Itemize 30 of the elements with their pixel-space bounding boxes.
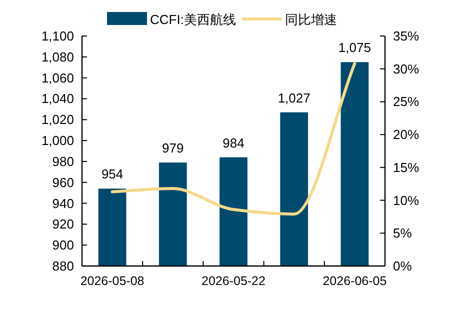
y-tick-label: 980 xyxy=(52,154,74,169)
legend-label: CCFI:美西航线 xyxy=(150,12,236,27)
y2-tick-label: 5% xyxy=(393,226,412,241)
y-tick-label: 1,080 xyxy=(41,49,74,64)
y2-tick-label: 25% xyxy=(393,94,420,110)
y2-tick-label: 10% xyxy=(393,192,420,208)
y-tick-label: 1,040 xyxy=(41,91,74,106)
x-tick-label: 2026-05-08 xyxy=(80,274,144,288)
y2-tick-label: 20% xyxy=(393,127,420,142)
y-tick-label: 940 xyxy=(52,196,74,211)
y-tick-label: 900 xyxy=(52,238,74,253)
data-label: 1,075 xyxy=(338,40,371,56)
x-tick-label: 2026-05-22 xyxy=(202,274,266,288)
y2-tick-label: 35% xyxy=(393,28,420,44)
y-tick-label: 920 xyxy=(52,216,74,232)
x-tick-label: 2026-06-05 xyxy=(322,274,387,288)
y-tick-label: 880 xyxy=(52,258,74,274)
y-tick-label: 1,060 xyxy=(41,70,74,86)
data-label: 979 xyxy=(162,140,184,156)
y-tick-label: 1,020 xyxy=(41,112,74,128)
y2-tick-label: 30% xyxy=(393,61,420,76)
legend-label: 同比增速 xyxy=(284,12,337,27)
y-tick-label: 960 xyxy=(52,174,74,190)
data-label: 1,027 xyxy=(278,90,310,106)
data-label: 984 xyxy=(222,135,244,150)
y2-tick-label: 0% xyxy=(393,258,412,274)
y2-tick-label: 15% xyxy=(393,160,420,175)
data-label: 954 xyxy=(101,166,124,182)
y-tick-label: 1,100 xyxy=(41,28,74,44)
y-tick-label: 1,000 xyxy=(41,133,74,148)
